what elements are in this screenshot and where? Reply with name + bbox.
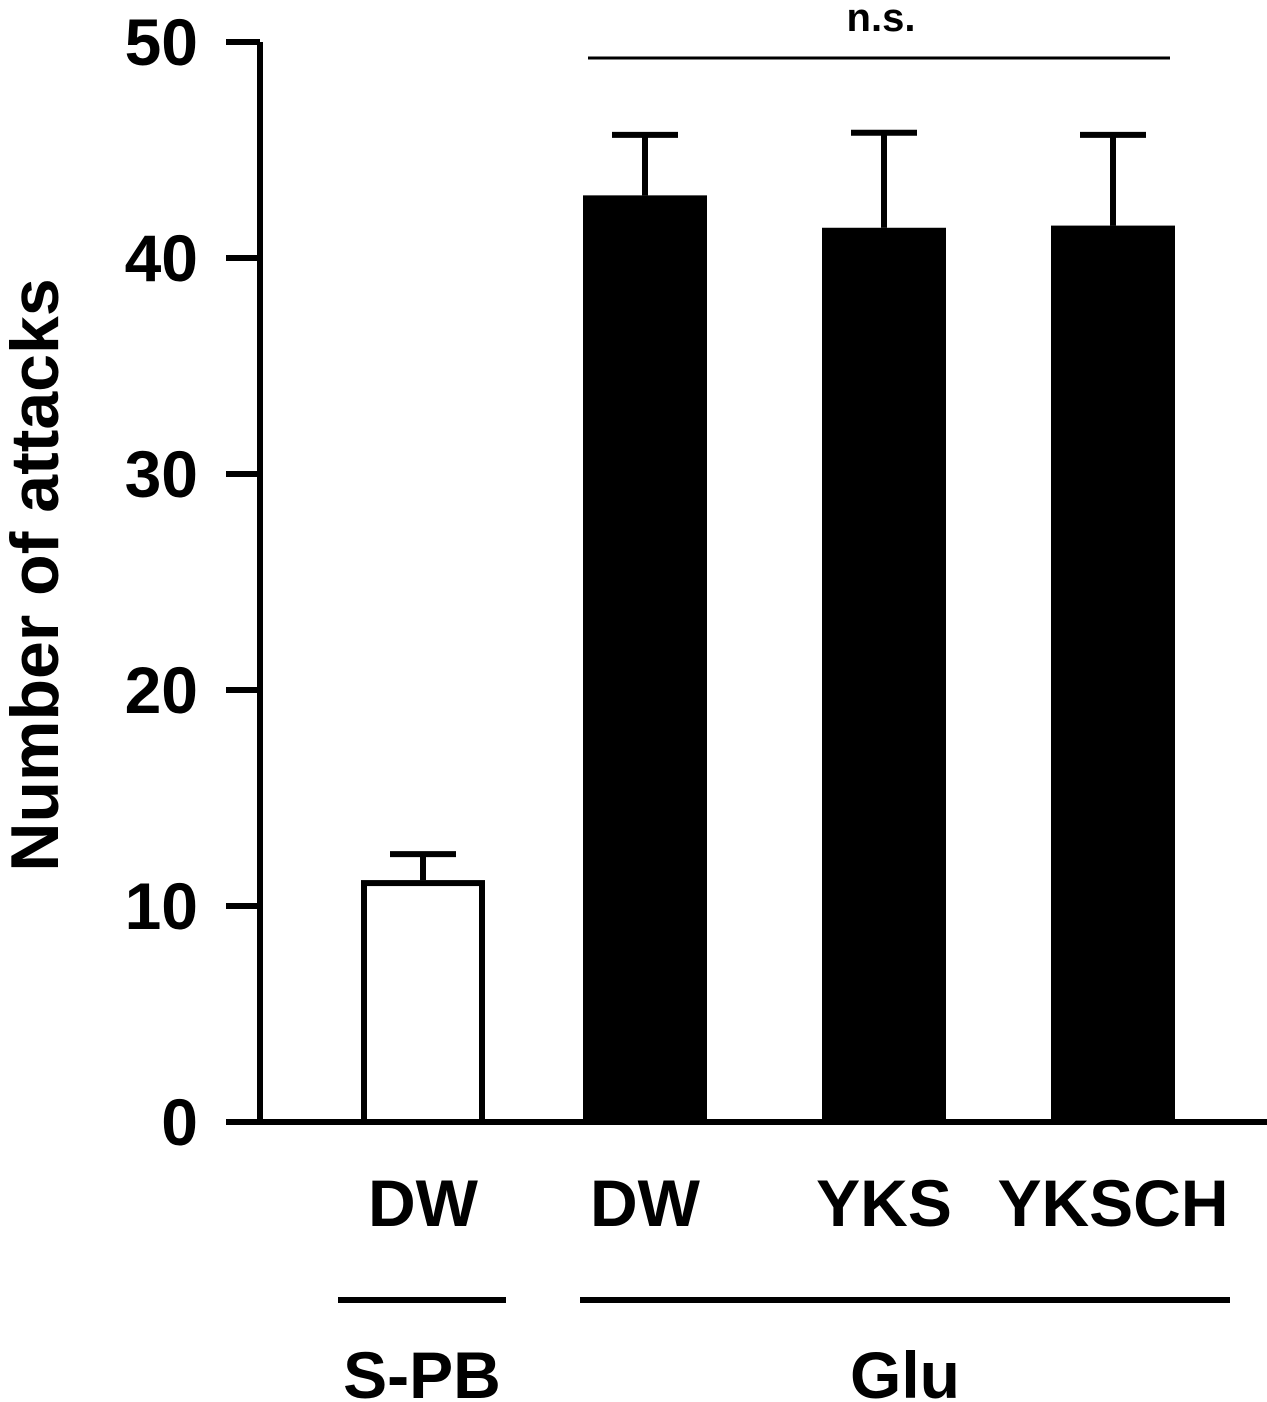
category-label: YKS	[816, 1166, 952, 1240]
bar	[361, 880, 485, 1126]
y-tick-label: 0	[161, 1085, 198, 1159]
significance-label: n.s.	[847, 0, 916, 40]
category-label: DW	[590, 1166, 701, 1240]
group-label: S-PB	[343, 1338, 501, 1402]
bar	[583, 195, 707, 1123]
y-tick-label: 40	[125, 221, 198, 295]
category-label: YKSCH	[997, 1166, 1228, 1240]
y-tick-label: 30	[125, 437, 198, 511]
bar	[822, 227, 946, 1122]
y-axis-label: Number of attacks	[0, 278, 73, 871]
group-label: Glu	[850, 1338, 960, 1402]
category-label: DW	[368, 1166, 479, 1240]
y-tick-label: 50	[125, 5, 198, 79]
y-tick-label: 20	[125, 653, 198, 727]
bar	[1051, 225, 1175, 1123]
y-tick-label: 10	[125, 869, 198, 943]
